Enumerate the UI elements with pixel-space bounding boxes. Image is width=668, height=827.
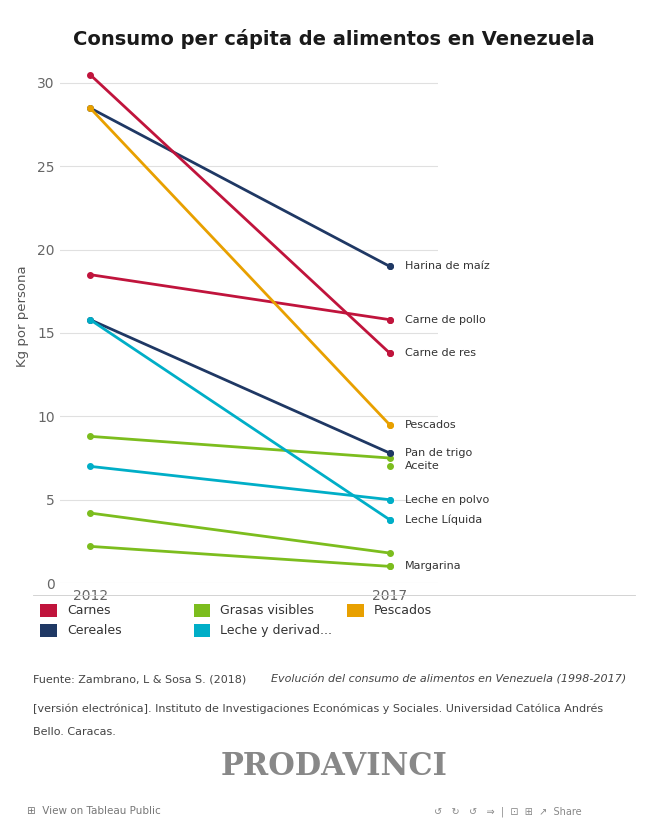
Y-axis label: Kg por persona: Kg por persona (15, 265, 29, 367)
Text: Carnes: Carnes (67, 604, 110, 617)
Text: Leche en polvo: Leche en polvo (405, 495, 489, 504)
Text: ⊞  View on Tableau Public: ⊞ View on Tableau Public (27, 806, 160, 816)
Text: Margarina: Margarina (405, 562, 461, 571)
Text: Leche Líquida: Leche Líquida (405, 514, 482, 525)
Text: Pescados: Pescados (405, 419, 456, 430)
Text: Leche y derivad...: Leche y derivad... (220, 624, 333, 637)
Text: Aceite: Aceite (405, 461, 440, 471)
Text: Harina de maíz: Harina de maíz (405, 261, 490, 271)
Text: Fuente: Zambrano, L & Sosa S. (2018): Fuente: Zambrano, L & Sosa S. (2018) (33, 674, 250, 684)
Text: Grasas visibles: Grasas visibles (220, 604, 315, 617)
Text: PRODAVINCI: PRODAVINCI (220, 751, 448, 782)
Text: Carne de res: Carne de res (405, 348, 476, 358)
Text: Consumo per cápita de alimentos en Venezuela: Consumo per cápita de alimentos en Venez… (73, 29, 595, 49)
Text: Pan de trigo: Pan de trigo (405, 448, 472, 458)
Text: Pescados: Pescados (374, 604, 432, 617)
Text: ↺   ↻   ↺   ⇒  |  ⊡  ⊞  ↗  Share: ↺ ↻ ↺ ⇒ | ⊡ ⊞ ↗ Share (434, 806, 582, 816)
Text: Evolución del consumo de alimentos en Venezuela (1998-2017): Evolución del consumo de alimentos en Ve… (271, 674, 626, 684)
Text: Cereales: Cereales (67, 624, 122, 637)
Text: Bello. Caracas.: Bello. Caracas. (33, 727, 116, 737)
Text: [versión electrónica]. Instituto de Investigaciones Económicas y Sociales. Unive: [versión electrónica]. Instituto de Inve… (33, 704, 603, 714)
Text: Carne de pollo: Carne de pollo (405, 314, 486, 325)
